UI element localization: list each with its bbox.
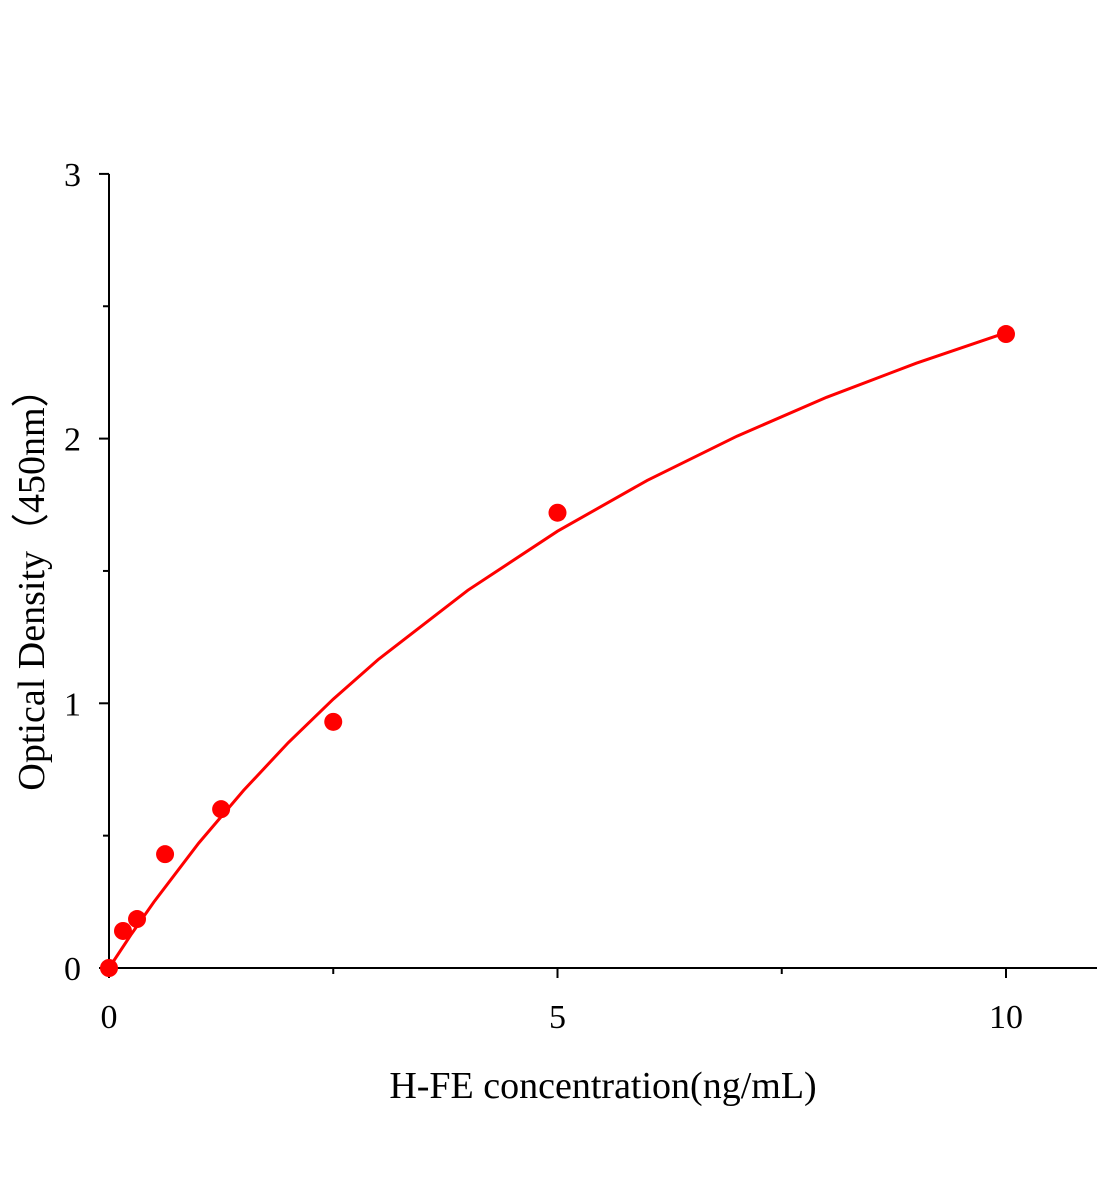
y-tick-label: 2: [64, 422, 81, 459]
y-axis-label: Optical Density（450nm）: [11, 369, 53, 790]
data-point: [100, 959, 118, 977]
data-point: [156, 845, 175, 864]
data-point: [548, 503, 567, 522]
y-tick-label: 3: [64, 157, 81, 194]
x-tick-label: 5: [549, 999, 566, 1036]
data-point: [324, 712, 343, 731]
chart-marks: [100, 325, 1015, 977]
x-tick-label: 0: [101, 999, 118, 1036]
x-axis-label: H-FE concentration(ng/mL): [389, 1065, 816, 1107]
data-point: [113, 921, 132, 940]
axes: 0 5 10 0 1 2 3: [64, 157, 1097, 1036]
y-tick-label: 0: [64, 951, 81, 988]
x-tick-label: 10: [989, 999, 1023, 1036]
data-point: [128, 910, 147, 929]
data-point: [997, 325, 1015, 344]
y-tick-label: 1: [64, 686, 81, 723]
fit-curve: [107, 331, 1007, 969]
data-point: [212, 800, 231, 819]
